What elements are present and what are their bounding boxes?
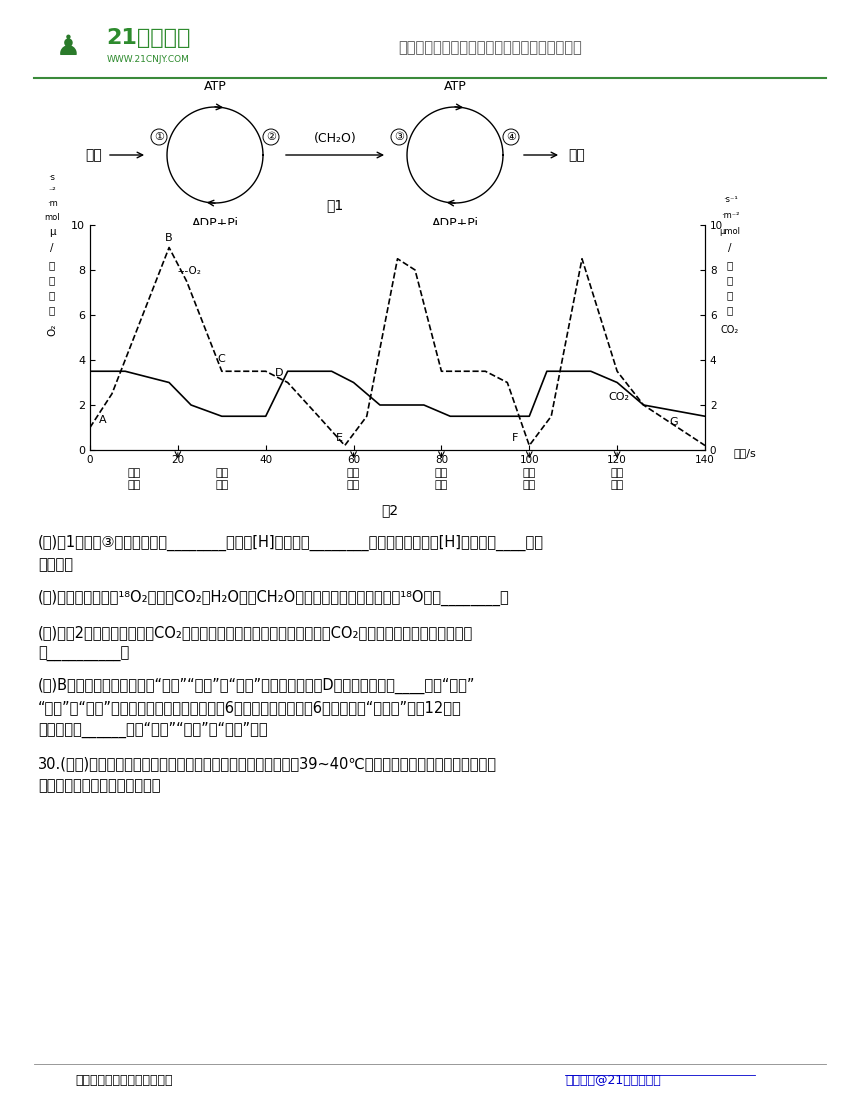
Text: 的光合产物______（填“较多”“相等”或“较少”）。: 的光合产物______（填“较多”“相等”或“较少”）。 <box>38 722 267 738</box>
Text: ·s: ·s <box>48 174 56 182</box>
Text: ATP: ATP <box>444 80 466 93</box>
Text: 深圳市二一教育股份有限公司: 深圳市二一教育股份有限公司 <box>75 1074 173 1086</box>
Text: 黑暗
开始: 黑暗 开始 <box>215 468 229 490</box>
Text: (３)据图2可知，黑暗开始后CO₂吸收速率保持短时间稳定再迅速下降，CO₂吸收速率保持稳定的主要原因: (３)据图2可知，黑暗开始后CO₂吸收速率保持短时间稳定再迅速下降，CO₂吸收速… <box>38 625 473 640</box>
Text: CO₂: CO₂ <box>721 325 739 335</box>
Text: ATP: ATP <box>204 80 226 93</box>
Text: 版权所有@21世纪教育网: 版权所有@21世纪教育网 <box>565 1074 660 1086</box>
Text: mol: mol <box>44 213 60 222</box>
Text: F: F <box>512 434 518 444</box>
Text: G: G <box>670 417 679 427</box>
Text: μmol: μmol <box>720 228 740 237</box>
Text: D: D <box>274 368 283 378</box>
Text: 数字）。: 数字）。 <box>38 557 73 572</box>
Text: ·s⁻¹: ·s⁻¹ <box>722 196 737 205</box>
Text: 光照
开始: 光照 开始 <box>127 468 140 490</box>
Text: 光照
开始: 光照 开始 <box>523 468 536 490</box>
Text: 速: 速 <box>727 275 733 285</box>
Text: ♟: ♟ <box>56 33 81 61</box>
Text: O₂: O₂ <box>47 324 57 336</box>
Text: 中国最大型、最专业的中小学教育资源门户网站: 中国最大型、最专业的中小学教育资源门户网站 <box>398 41 582 55</box>
Text: A: A <box>99 415 107 425</box>
Text: 图1: 图1 <box>327 198 344 212</box>
Text: B: B <box>165 233 173 243</box>
Text: C: C <box>218 354 225 364</box>
Text: ADP+Pi: ADP+Pi <box>192 217 238 230</box>
Text: WWW.21CNJY.COM: WWW.21CNJY.COM <box>107 55 189 64</box>
Text: 是__________。: 是__________。 <box>38 647 129 662</box>
Text: 图2: 图2 <box>382 503 398 517</box>
Text: E: E <box>336 434 343 444</box>
Text: 黑暗
开始: 黑暗 开始 <box>611 468 624 490</box>
Text: 程如图所示。请回答下列问题：: 程如图所示。请回答下列问题： <box>38 778 161 793</box>
Text: ·m: ·m <box>46 198 58 208</box>
Text: ④: ④ <box>506 132 516 142</box>
Text: /: / <box>728 243 732 253</box>
Text: 30.(９分)人体感染流感病毒后常常出现发热症状，体温可升高至39~40℃并保持一段时间，其中部分生理过: 30.(９分)人体感染流感病毒后常常出现发热症状，体温可升高至39~40℃并保持… <box>38 757 497 771</box>
Text: 收: 收 <box>727 290 733 300</box>
Text: 收: 收 <box>49 290 55 300</box>
Text: 时间/s: 时间/s <box>734 448 757 458</box>
Text: ③: ③ <box>394 132 404 142</box>
Text: 吸: 吸 <box>49 305 55 315</box>
Text: “等于”或“小于”）细胞呼吸速率。与连续光灰6小时，再连续暗处理6小时相比，“间隔光”处琒12小时: “等于”或“小于”）细胞呼吸速率。与连续光灰6小时，再连续暗处理6小时相比，“间… <box>38 700 462 714</box>
Text: ②: ② <box>266 132 276 142</box>
Text: 光照
开始: 光照 开始 <box>347 468 360 490</box>
Text: 黑暗
开始: 黑暗 开始 <box>435 468 448 490</box>
Text: ①: ① <box>154 132 164 142</box>
Text: 率: 率 <box>727 260 733 270</box>
Text: CO₂: CO₂ <box>608 393 630 403</box>
Text: (２)给叶肉细胞提供¹⁸O₂，则在CO₂、H₂O、（CH₂O）三种化合物中，最先含有¹⁸O的是________。: (２)给叶肉细胞提供¹⁸O₂，则在CO₂、H₂O、（CH₂O）三种化合物中，最先… <box>38 589 510 606</box>
Text: 吸: 吸 <box>727 305 733 315</box>
Text: μ: μ <box>49 227 55 237</box>
Text: (CH₂O): (CH₂O) <box>314 132 356 145</box>
Text: 速: 速 <box>49 275 55 285</box>
Text: ⁻²: ⁻² <box>48 186 56 195</box>
Text: ---O₂: ---O₂ <box>178 267 202 276</box>
Text: /: / <box>50 243 53 253</box>
Text: 率: 率 <box>49 260 55 270</box>
Text: 能量: 能量 <box>568 148 585 161</box>
Text: 21世纪教育: 21世纪教育 <box>106 28 190 48</box>
Text: (４)B点光反应速率　　（填“大于”“等于”或“小于”）暗反应速率；D点光合作用速率____（填“大于”: (４)B点光反应速率 （填“大于”“等于”或“小于”）暗反应速率；D点光合作用速… <box>38 678 476 695</box>
Text: ADP+Pi: ADP+Pi <box>432 217 478 230</box>
Text: (１)图1中进行③过程的场所为________，产生[H]的过程有________（填数字），消耗[H]的过程有____（填: (１)图1中进行③过程的场所为________，产生[H]的过程有_______… <box>38 535 544 551</box>
Text: 光能: 光能 <box>85 148 102 161</box>
Text: ·m⁻²: ·m⁻² <box>721 211 740 220</box>
